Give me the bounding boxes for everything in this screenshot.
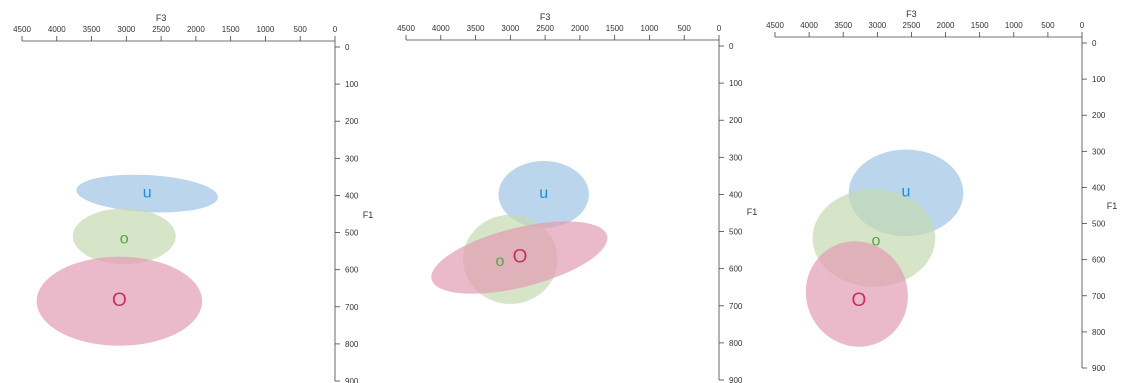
- y-tick-label: 600: [729, 265, 743, 274]
- x-tick-label: 0: [333, 25, 338, 34]
- x-tick-label: 2000: [571, 24, 589, 33]
- vowel-label-o: o: [495, 253, 504, 270]
- ellipse-o-2: [72, 208, 176, 265]
- x-tick-label: 2500: [152, 25, 170, 34]
- y-tick-label: 0: [1092, 39, 1097, 48]
- y-tick-label: 500: [345, 229, 359, 238]
- vowel-label-o: o: [872, 232, 881, 249]
- y-tick-label: 400: [345, 191, 359, 200]
- y-tick-label: 300: [345, 154, 359, 163]
- y-tick-label: 900: [345, 377, 359, 383]
- vowel-ellipse-chart-2: 4500 4000 3500 3000 2500 2000 1500 1000 500 00 100…: [397, 12, 758, 383]
- x-tick-label: 0: [717, 24, 722, 33]
- x-tick-label: 2000: [937, 21, 955, 30]
- x-tick-label: 3000: [501, 24, 519, 33]
- y-tick-label: 400: [1092, 183, 1106, 192]
- vowel-label-u: u: [539, 185, 548, 202]
- vowel-ellipse-chart-3: 4500 4000 3500 3000 2500 2000 1500 1000 500 00 100…: [766, 9, 1118, 373]
- vowel-label-u: u: [902, 184, 911, 201]
- x-tick-label: 500: [678, 24, 692, 33]
- y-tick-label: 100: [1092, 75, 1106, 84]
- chart-panel-1: 4500 4000 3500 3000 2500 2000 1500 1000 500 0 0 100…: [0, 0, 382, 383]
- y-tick-label: 0: [345, 43, 350, 52]
- vowel-ellipse-chart-1: 4500 4000 3500 3000 2500 2000 1500 1000 500 00 100…: [13, 13, 374, 383]
- y-axis-title: F1: [363, 210, 374, 220]
- y-tick-label: 600: [345, 266, 359, 275]
- ellipse-O-3: [36, 256, 203, 346]
- x-tick-label: 1500: [971, 21, 989, 30]
- ellipse-O-3: [431, 221, 608, 294]
- x-tick-label: 500: [294, 25, 308, 34]
- x-tick-label: 1000: [257, 25, 275, 34]
- x-tick-label: 3500: [83, 25, 101, 34]
- x-tick-label: 0: [1080, 21, 1085, 30]
- x-tick-label: 500: [1041, 21, 1055, 30]
- ellipse-O-3: [805, 241, 908, 347]
- ellipse-u-1: [76, 174, 219, 213]
- chart-panel-3: 4500 4000 3500 3000 2500 2000 1500 1000 500 0 0 100…: [760, 0, 1126, 383]
- y-tick-label: 300: [729, 153, 743, 162]
- y-tick-label: 900: [729, 376, 743, 383]
- y-tick-label: 600: [1092, 256, 1106, 265]
- x-axis-title: F3: [540, 12, 551, 22]
- y-tick-label: 200: [1092, 111, 1106, 120]
- vowel-label-o: o: [120, 231, 129, 248]
- x-tick-label: 4000: [432, 24, 450, 33]
- y-axis-title: F1: [1107, 201, 1118, 211]
- x-tick-label: 4000: [48, 25, 66, 34]
- x-tick-label: 1500: [222, 25, 240, 34]
- y-tick-label: 800: [729, 339, 743, 348]
- x-tick-label: 3500: [834, 21, 852, 30]
- y-tick-label: 400: [729, 190, 743, 199]
- x-tick-label: 3000: [117, 25, 135, 34]
- x-tick-label: 4500: [766, 21, 784, 30]
- y-tick-label: 500: [729, 228, 743, 237]
- y-tick-label: 800: [1092, 328, 1106, 337]
- y-tick-label: 700: [729, 302, 743, 311]
- y-axis-title: F1: [747, 207, 758, 217]
- x-tick-label: 2000: [187, 25, 205, 34]
- chart-panel-2: 4500 4000 3500 3000 2500 2000 1500 1000 500 0 0 100…: [382, 0, 760, 383]
- y-tick-label: 900: [1092, 364, 1106, 373]
- y-tick-label: 200: [345, 117, 359, 126]
- x-tick-label: 3000: [868, 21, 886, 30]
- x-tick-label: 1500: [606, 24, 624, 33]
- ellipse-u-1: [498, 161, 589, 228]
- y-tick-label: 800: [345, 340, 359, 349]
- x-tick-label: 4500: [397, 24, 415, 33]
- vowel-label-u: u: [143, 184, 152, 201]
- y-tick-label: 300: [1092, 147, 1106, 156]
- y-tick-label: 100: [729, 79, 743, 88]
- y-tick-label: 700: [1092, 292, 1106, 301]
- y-tick-label: 200: [729, 116, 743, 125]
- y-tick-label: 100: [345, 80, 359, 89]
- x-tick-label: 2500: [903, 21, 921, 30]
- x-tick-label: 1000: [1005, 21, 1023, 30]
- y-tick-label: 0: [729, 42, 734, 51]
- x-tick-label: 3500: [467, 24, 485, 33]
- y-tick-label: 500: [1092, 220, 1106, 229]
- x-axis-title: F3: [156, 13, 167, 23]
- vowel-label-O: O: [513, 246, 528, 267]
- vowel-label-O: O: [112, 290, 127, 311]
- x-tick-label: 4000: [800, 21, 818, 30]
- y-tick-label: 700: [345, 303, 359, 312]
- vowel-label-O: O: [852, 290, 867, 311]
- x-axis-title: F3: [906, 9, 917, 19]
- x-tick-label: 2500: [536, 24, 554, 33]
- x-tick-label: 4500: [13, 25, 31, 34]
- x-tick-label: 1000: [641, 24, 659, 33]
